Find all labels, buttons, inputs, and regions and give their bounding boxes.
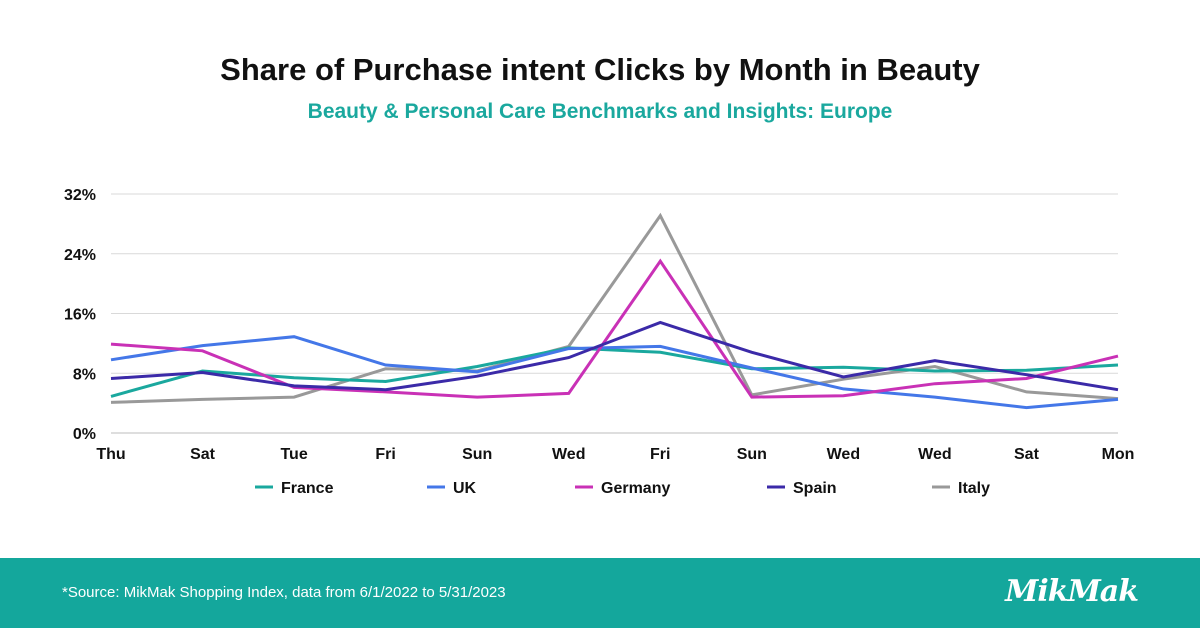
x-tick-label: Tue [280,446,307,463]
x-tick-label: Sun [737,446,767,463]
footer-bar: *Source: MikMak Shopping Index, data fro… [0,558,1200,628]
series-line-france [110,346,1119,398]
series-line-uk [110,335,1119,410]
x-tick-label: Thu [96,446,125,463]
mikmak-logo: MikMak [1005,574,1139,609]
series-line-spain [110,320,1119,392]
legend-label-spain: Spain [793,480,837,497]
legend-label-france: France [281,480,334,497]
series-line-germany [110,258,1119,399]
source-note: *Source: MikMak Shopping Index, data fro… [62,584,506,601]
y-tick-label: 32% [64,187,96,204]
chart-title: Share of Purchase intent Clicks by Month… [220,52,980,87]
x-tick-label: Sat [190,446,216,463]
legend-label-germany: Germany [601,480,670,497]
x-tick-label: Sat [1014,446,1040,463]
y-tick-label: 8% [73,366,96,383]
x-tick-label: Wed [918,446,951,463]
chart-subtitle: Beauty & Personal Care Benchmarks and In… [307,100,893,123]
x-tick-label: Fri [650,446,670,463]
legend-label-uk: UK [453,480,477,497]
x-tick-label: Wed [827,446,860,463]
x-tick-label: Mon [1102,446,1135,463]
y-tick-label: 0% [73,426,96,443]
x-tick-label: Fri [375,446,395,463]
x-tick-label: Wed [552,446,585,463]
legend-label-italy: Italy [958,480,990,497]
y-tick-label: 16% [64,307,96,324]
y-tick-label: 24% [64,247,96,264]
x-tick-label: Sun [462,446,492,463]
